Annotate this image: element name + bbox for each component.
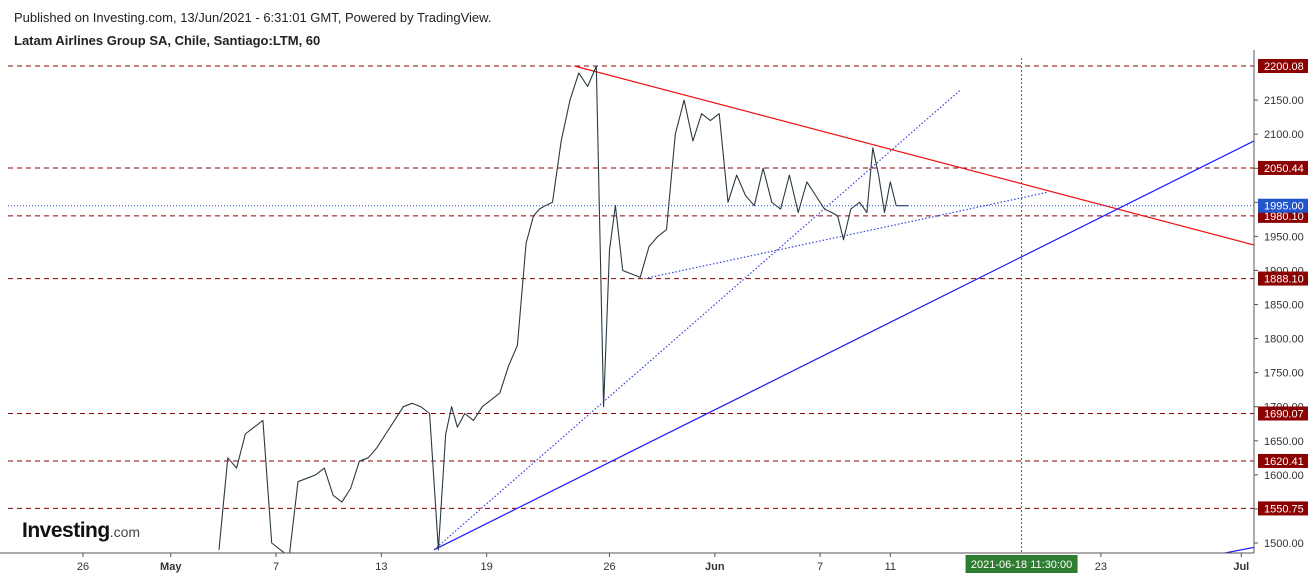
published-info: Published on Investing.com, 13/Jun/2021 … (14, 10, 492, 25)
trendline-blue-solid-main (433, 140, 1254, 551)
level-badge: 1690.07 (1258, 406, 1308, 421)
current-price-badge: 1995.00 (1258, 198, 1308, 213)
trendline-blue-dotted-steep (433, 89, 961, 551)
level-badge-text: 2050.44 (1264, 163, 1304, 175)
y-tick-label: 1650.00 (1264, 436, 1304, 448)
level-badge: 2200.08 (1258, 59, 1308, 73)
x-tick-label: 11 (885, 561, 896, 573)
x-tick-label: 7 (273, 561, 279, 573)
x-tick-label: 23 (1095, 561, 1107, 573)
level-badge-bg (1258, 501, 1308, 516)
trendline-blue-dotted-shallow (644, 191, 1049, 280)
level-badge-text: 1620.41 (1264, 456, 1304, 468)
x-tick-label: 13 (375, 561, 387, 573)
vertical-marker-badge-bg (965, 555, 1078, 573)
vertical-marker-badge-text: 2021-06-18 11:30:00 (971, 559, 1072, 571)
x-tick-label: 7 (817, 561, 823, 573)
logo-main: Investing (22, 519, 110, 542)
x-tick-label: 26 (77, 561, 89, 573)
trendline-red (574, 65, 1254, 246)
level-badge: 2050.44 (1258, 160, 1308, 175)
x-tick-label: Jul (1233, 561, 1249, 573)
logo-suffix: .com (109, 524, 141, 540)
support-resistance-levels (8, 65, 1254, 509)
price-line (218, 65, 908, 553)
price-series (218, 65, 908, 553)
y-tick-label: 1750.00 (1264, 368, 1304, 380)
y-tick-label: 1600.00 (1264, 470, 1304, 482)
x-tick-label: May (160, 561, 182, 573)
vertical-marker-badge: 2021-06-18 11:30:00 (965, 555, 1078, 573)
y-tick-label: 1950.00 (1264, 231, 1304, 243)
x-tick-label: 26 (603, 561, 615, 573)
x-tick-label: Jun (705, 561, 725, 573)
x-tick-label: 19 (481, 561, 493, 573)
level-badge: 1888.10 (1258, 271, 1308, 286)
investing-logo: Investing.com (22, 519, 140, 543)
current-price-badge-text: 1995.00 (1264, 201, 1304, 213)
y-tick-label: 1850.00 (1264, 300, 1304, 312)
y-tick-label: 2100.00 (1264, 129, 1304, 141)
level-price-badges: 2200.08 2050.44 1980.10 1888.10 1690.07 1620.… (1258, 59, 1308, 516)
current-price-badge-bg (1258, 198, 1308, 213)
level-badge-bg (1258, 59, 1308, 73)
level-badge-bg (1258, 406, 1308, 421)
level-badge-text: 1690.07 (1264, 408, 1304, 420)
level-badge-text: 1550.75 (1264, 503, 1304, 515)
symbol-title: Latam Airlines Group SA, Chile, Santiago… (14, 33, 321, 48)
level-badge: 1550.75 (1258, 501, 1308, 516)
trendlines (433, 65, 1254, 553)
level-badge-text: 1888.10 (1264, 274, 1304, 286)
level-badge-bg (1258, 160, 1308, 175)
y-tick-label: 2150.00 (1264, 95, 1304, 107)
level-badge-text: 2200.08 (1264, 61, 1304, 73)
level-badge-bg (1258, 453, 1308, 468)
x-axis-ticks: 26May7131926Jun71123Jul7 (77, 553, 1249, 573)
level-badge-text: 1980.10 (1264, 211, 1304, 223)
y-tick-label: 1800.00 (1264, 334, 1304, 346)
level-badge: 1620.41 (1258, 453, 1308, 468)
level-badge-bg (1258, 271, 1308, 286)
y-tick-label: 1500.00 (1264, 538, 1304, 550)
